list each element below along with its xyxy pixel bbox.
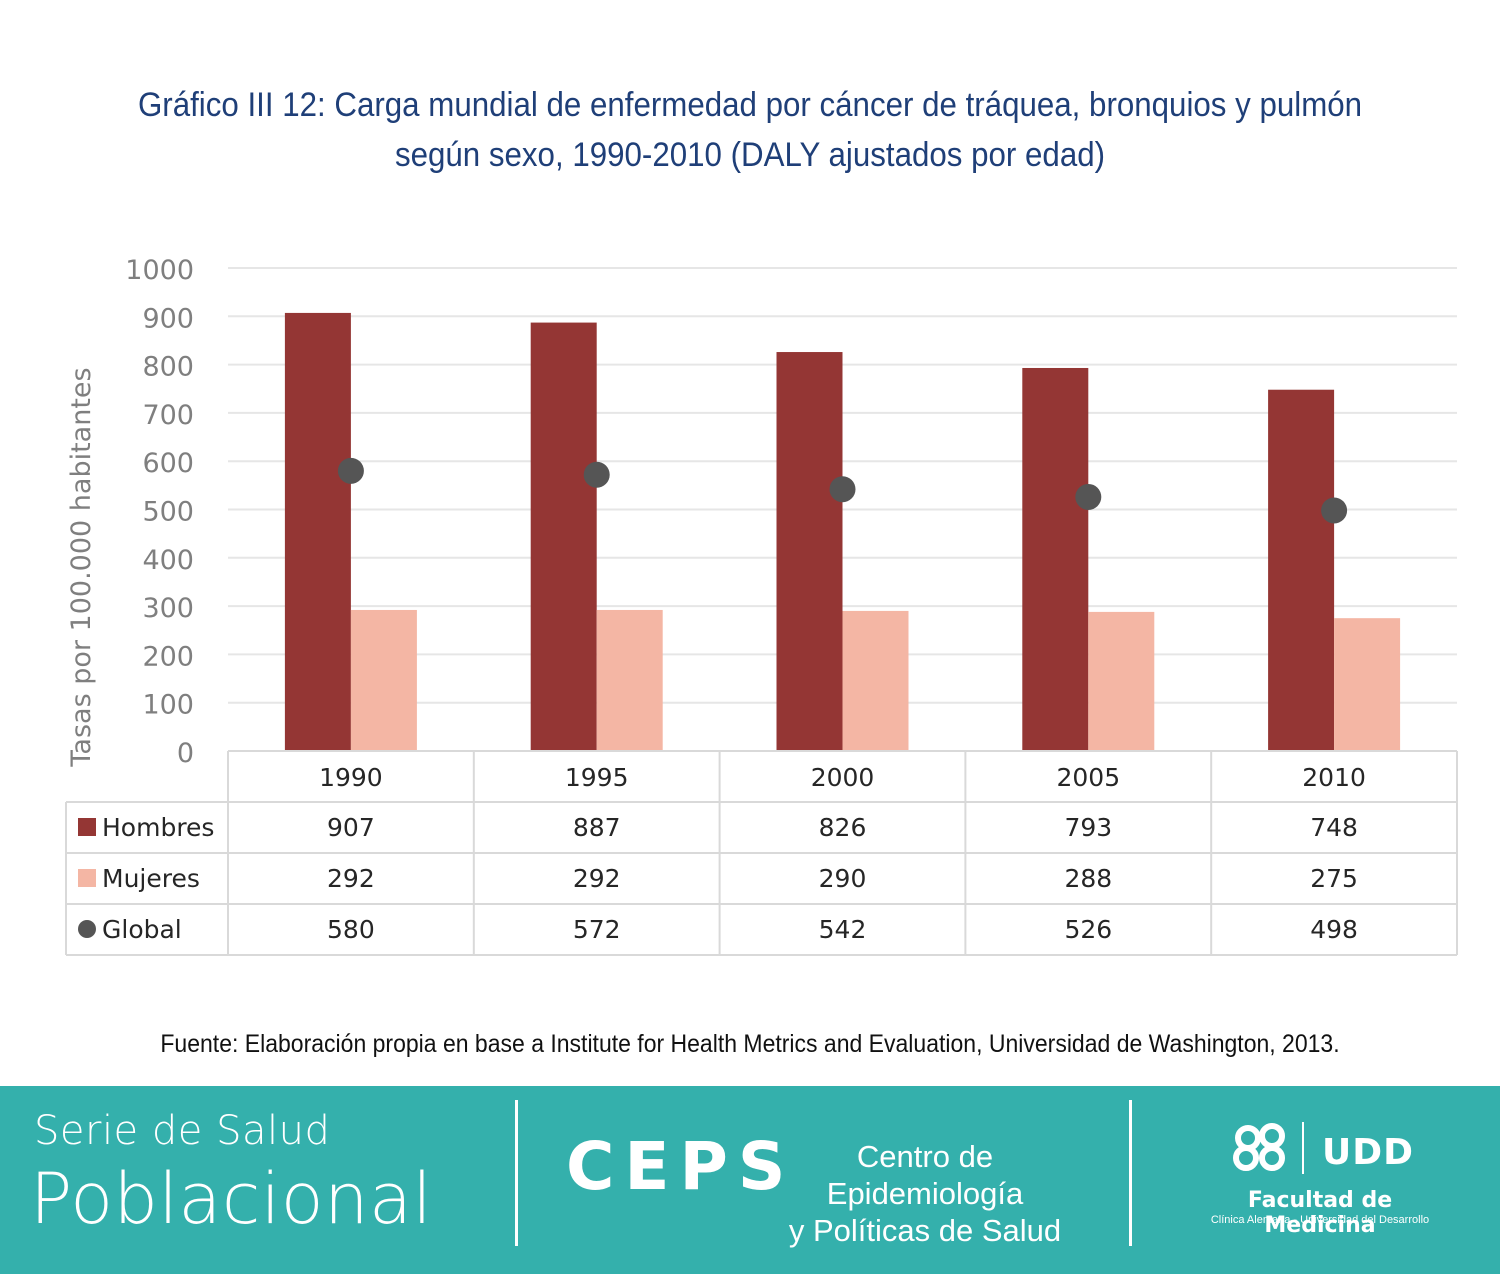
y-tick-labels: 0 100 200 300 400 500 600 700 800 900 1000 [125, 255, 194, 769]
table-cell-hombres-2000: 826 [819, 813, 867, 842]
series-title-line2: Poblacional [30, 1158, 433, 1240]
table-cell-hombres-2005: 793 [1064, 813, 1112, 842]
source-note: Fuente: Elaboración propia en base a Ins… [160, 1030, 1340, 1058]
bar-mujeres-2010 [1334, 618, 1401, 751]
table-cell-mujeres-1990: 292 [327, 864, 375, 893]
table-cell-global-2010: 498 [1310, 915, 1358, 944]
chart-title: Gráfico III 12: Carga mundial de enferme… [60, 80, 1440, 180]
table-cell-hombres-1995: 887 [573, 813, 621, 842]
divider [1302, 1122, 1304, 1174]
legend-label-mujeres: Mujeres [102, 864, 200, 893]
data-table: 1990 1995 2000 2005 2010 Hombres 907 887 826 793 7… [65, 750, 1458, 956]
table-cell-mujeres-1995: 292 [573, 864, 621, 893]
table-cell-global-2000: 542 [819, 915, 867, 944]
legend-label-hombres: Hombres [102, 813, 214, 842]
faculty-name: Facultad de Medicina [1247, 1188, 1393, 1238]
y-tick-label: 0 [177, 738, 194, 769]
legend-swatch-hombres [78, 818, 96, 836]
marker-global-1990 [337, 457, 364, 484]
udd-logo: UDD [1322, 1132, 1414, 1173]
table-cell-hombres-1990: 907 [327, 813, 375, 842]
divider [515, 1100, 518, 1246]
bars [284, 312, 1401, 751]
bar-hombres-2000 [776, 352, 843, 751]
marker-global-2000 [829, 476, 856, 503]
bar-hombres-1995 [530, 322, 597, 751]
udd-knot-icon [1233, 1123, 1285, 1171]
y-tick-label: 100 [142, 690, 194, 721]
series-title-line1: Serie de Salud [34, 1108, 331, 1154]
table-cell-global-2005: 526 [1064, 915, 1112, 944]
legend-swatch-global [78, 920, 96, 938]
bar-hombres-1990 [284, 312, 351, 751]
legend-swatch-mujeres [78, 869, 96, 887]
faculty-subtitle: Clínica Alemana - Universidad del Desarr… [1210, 1214, 1430, 1226]
y-tick-label: 800 [142, 352, 194, 383]
bar-mujeres-1995 [596, 609, 663, 751]
chart-title-line1: Gráfico III 12: Carga mundial de enferme… [137, 86, 1363, 124]
ceps-name-line1: Centro de Epidemiología [826, 1139, 1024, 1211]
bar-hombres-2005 [1022, 367, 1089, 751]
global-markers [337, 457, 1348, 524]
x-tick-label: 1995 [565, 763, 629, 792]
y-tick-label: 700 [142, 400, 194, 431]
y-tick-label: 900 [142, 303, 194, 334]
y-axis-label: Tasas por 100.000 habitantes [66, 367, 97, 767]
bar-mujeres-2000 [842, 610, 909, 751]
x-tick-label: 2005 [1056, 763, 1120, 792]
table-cell-global-1990: 580 [327, 915, 375, 944]
ceps-name: Centro de Epidemiología y Políticas de S… [780, 1138, 1070, 1249]
y-tick-label: 500 [142, 497, 194, 528]
table-cell-mujeres-2005: 288 [1064, 864, 1112, 893]
y-tick-label: 1000 [125, 255, 194, 286]
y-tick-label: 300 [142, 593, 194, 624]
marker-global-1995 [583, 461, 610, 488]
ceps-logo: CEPS [566, 1128, 796, 1205]
table-cell-hombres-2010: 748 [1310, 813, 1358, 842]
footer-banner: Serie de Salud Poblacional CEPS Centro d… [0, 1086, 1500, 1274]
bar-mujeres-1990 [350, 609, 417, 751]
x-tick-label: 2010 [1302, 763, 1366, 792]
chart-area: 0 100 200 300 400 500 600 700 800 900 1000 Tasas p… [65, 255, 1458, 956]
bar-mujeres-2005 [1088, 611, 1155, 751]
y-tick-label: 400 [142, 545, 194, 576]
table-cell-mujeres-2010: 275 [1310, 864, 1358, 893]
x-tick-label: 2000 [811, 763, 875, 792]
table-cell-global-1995: 572 [573, 915, 621, 944]
y-tick-label: 200 [142, 641, 194, 672]
divider [1129, 1100, 1132, 1246]
marker-global-2010 [1321, 497, 1348, 524]
marker-global-2005 [1075, 483, 1102, 510]
chart-title-line2: según sexo, 1990-2010 (DALY ajustados po… [394, 136, 1106, 174]
x-tick-label: 1990 [319, 763, 383, 792]
table-cell-mujeres-2000: 290 [819, 864, 867, 893]
ceps-name-line2: y Políticas de Salud [788, 1213, 1062, 1248]
y-tick-label: 600 [142, 448, 194, 479]
legend-label-global: Global [102, 915, 182, 944]
bar-hombres-2010 [1268, 389, 1335, 751]
